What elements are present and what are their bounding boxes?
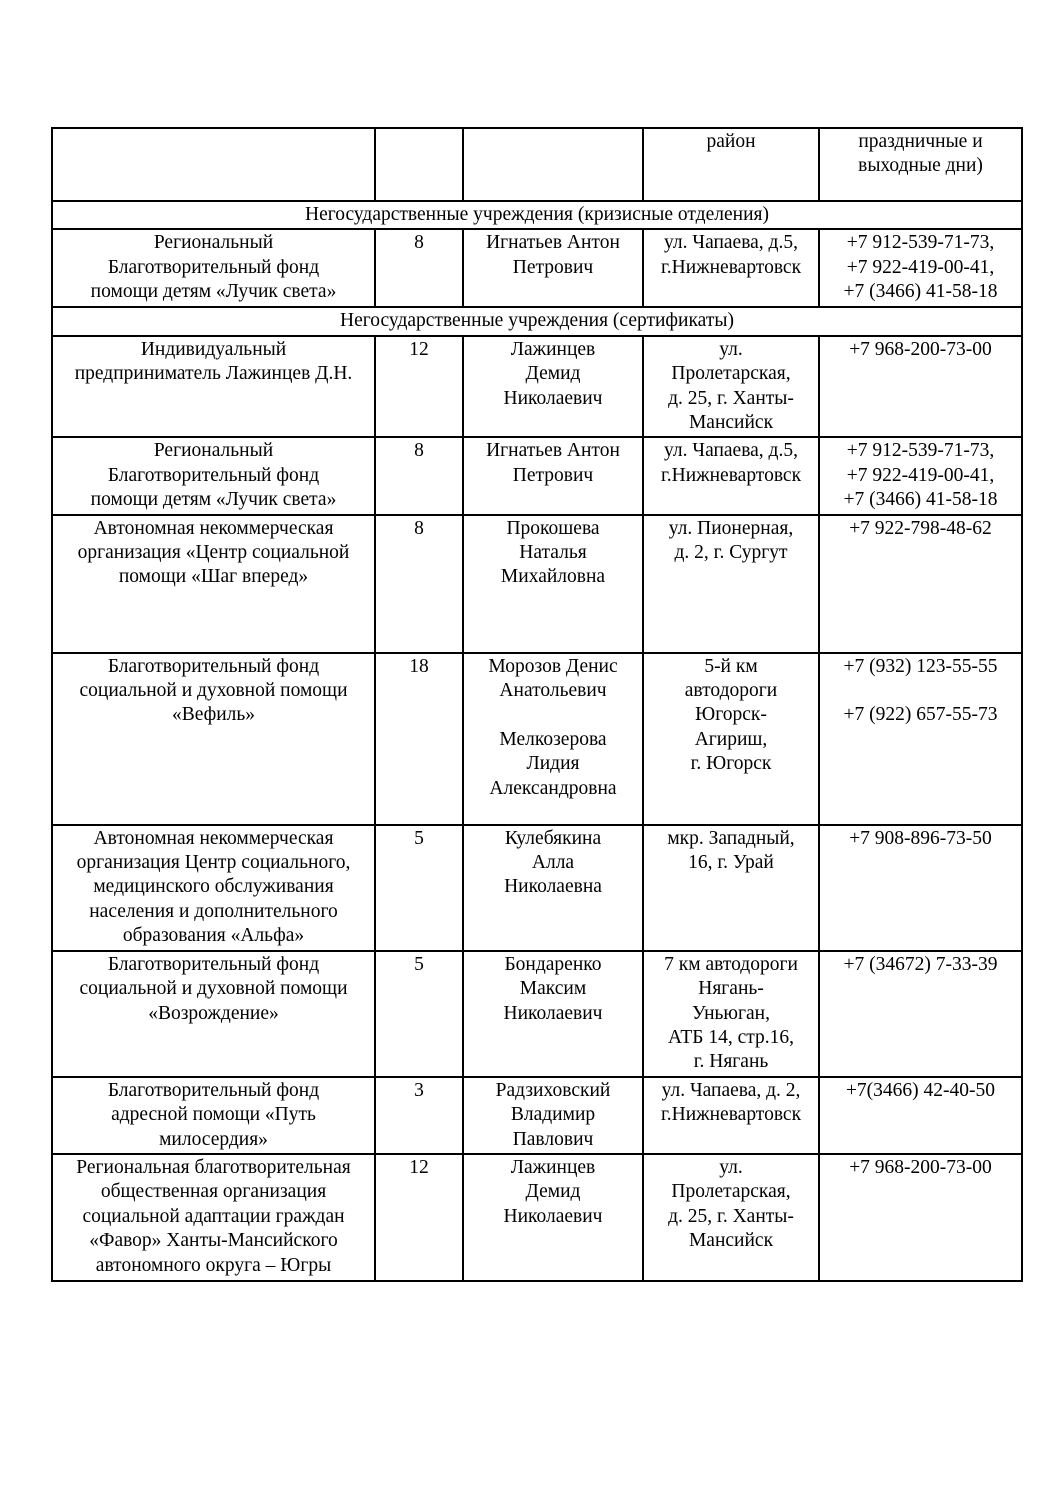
address-cell: ул. Чапаева, д.5, г.Нижневартовск — [642, 228, 820, 309]
address-cell: ул. Пролетарская, д. 25, г. Ханты- Манси… — [642, 334, 820, 439]
contact-person-cell: Кулебякина Алла Николаевна — [462, 823, 644, 952]
contact-person-cell: Морозов Денис Анатольевич Мелкозерова Ли… — [462, 651, 644, 826]
contact-person-cell: Игнатьев Антон Петрович — [462, 228, 644, 309]
section-title: Негосударственные учреждения (кризисные … — [51, 199, 1023, 231]
org-name-cell: Региональный Благотворительный фонд помо… — [51, 436, 376, 516]
address-cell: ул. Пролетарская, д. 25, г. Ханты- Манси… — [642, 1152, 820, 1282]
count-cell: 12 — [374, 334, 464, 439]
org-name-cell: Индивидуальный предприниматель Лажинцев … — [51, 334, 376, 439]
contact-person-cell: Прокошева Наталья Михайловна — [462, 513, 644, 654]
phone-cell: +7 (932) 123-55-55 +7 (922) 657-55-73 — [818, 651, 1023, 826]
phone-cell: +7 912-539-71-73, +7 922-419-00-41, +7 (… — [818, 228, 1023, 309]
org-name-cell: Благотворительный фонд адресной помощи «… — [51, 1075, 376, 1155]
address-cell: ул. Пионерная, д. 2, г. Сургут — [642, 513, 820, 654]
header-schedule-cell: праздничные и выходные дни) — [818, 127, 1023, 202]
contact-person-cell: Лажинцев Демид Николаевич — [462, 1152, 644, 1282]
section-row-crisis: Негосударственные учреждения (кризисные … — [51, 199, 1023, 231]
count-cell: 5 — [374, 823, 464, 952]
count-cell: 12 — [374, 1152, 464, 1282]
phone-cell: +7 968-200-73-00 — [818, 1152, 1023, 1282]
count-cell: 3 — [374, 1075, 464, 1155]
table-row: Благотворительный фонд социальной и духо… — [51, 949, 1023, 1078]
table-row: Автономная некоммерческая организация Це… — [51, 823, 1023, 952]
org-name-cell: Региональная благотворительная обществен… — [51, 1152, 376, 1282]
address-cell: 5-й км автодороги Югорск- Агириш, г. Юго… — [642, 651, 820, 826]
table-header-row: район праздничные и выходные дни) — [51, 127, 1023, 202]
phone-cell: +7 912-539-71-73, +7 922-419-00-41, +7 (… — [818, 436, 1023, 516]
header-empty-cell — [374, 127, 464, 202]
address-cell: 7 км автодороги Нягань- Уньюган, АТБ 14,… — [642, 949, 820, 1078]
header-district-cell: район — [642, 127, 820, 202]
contact-person-cell: Радзиховский Владимир Павлович — [462, 1075, 644, 1155]
phone-cell: +7 922-798-48-62 — [818, 513, 1023, 654]
org-name-cell: Благотворительный фонд социальной и духо… — [51, 949, 376, 1078]
org-name-cell: Благотворительный фонд социальной и духо… — [51, 651, 376, 826]
table-row: Региональная благотворительная обществен… — [51, 1152, 1023, 1282]
section-row-certificates: Негосударственные учреждения (сертификат… — [51, 306, 1023, 337]
count-cell: 8 — [374, 436, 464, 516]
table-row: Автономная некоммерческая организация «Ц… — [51, 513, 1023, 654]
org-name-cell: Автономная некоммерческая организация «Ц… — [51, 513, 376, 654]
org-name-cell: Региональный Благотворительный фонд помо… — [51, 228, 376, 309]
address-cell: мкр. Западный, 16, г. Урай — [642, 823, 820, 952]
table-row: Благотворительный фонд социальной и духо… — [51, 651, 1023, 826]
count-cell: 18 — [374, 651, 464, 826]
count-cell: 5 — [374, 949, 464, 1078]
header-empty-cell — [51, 127, 376, 202]
address-cell: ул. Чапаева, д.5, г.Нижневартовск — [642, 436, 820, 516]
contact-person-cell: Бондаренко Максим Николаевич — [462, 949, 644, 1078]
table-row: Благотворительный фонд адресной помощи «… — [51, 1075, 1023, 1155]
table-row: Региональный Благотворительный фонд помо… — [51, 228, 1023, 309]
count-cell: 8 — [374, 513, 464, 654]
section-title: Негосударственные учреждения (сертификат… — [51, 306, 1023, 337]
phone-cell: +7 908-896-73-50 — [818, 823, 1023, 952]
contact-person-cell: Лажинцев Демид Николаевич — [462, 334, 644, 439]
contact-person-cell: Игнатьев Антон Петрович — [462, 436, 644, 516]
org-name-cell: Автономная некоммерческая организация Це… — [51, 823, 376, 952]
phone-cell: +7 (34672) 7-33-39 — [818, 949, 1023, 1078]
table-row: Региональный Благотворительный фонд помо… — [51, 436, 1023, 516]
phone-cell: +7(3466) 42-40-50 — [818, 1075, 1023, 1155]
address-cell: ул. Чапаева, д. 2, г.Нижневартовск — [642, 1075, 820, 1155]
count-cell: 8 — [374, 228, 464, 309]
phone-cell: +7 968-200-73-00 — [818, 334, 1023, 439]
table-row: Индивидуальный предприниматель Лажинцев … — [51, 334, 1023, 439]
organizations-table: район праздничные и выходные дни) Негосу… — [51, 127, 1023, 1282]
header-empty-cell — [462, 127, 644, 202]
